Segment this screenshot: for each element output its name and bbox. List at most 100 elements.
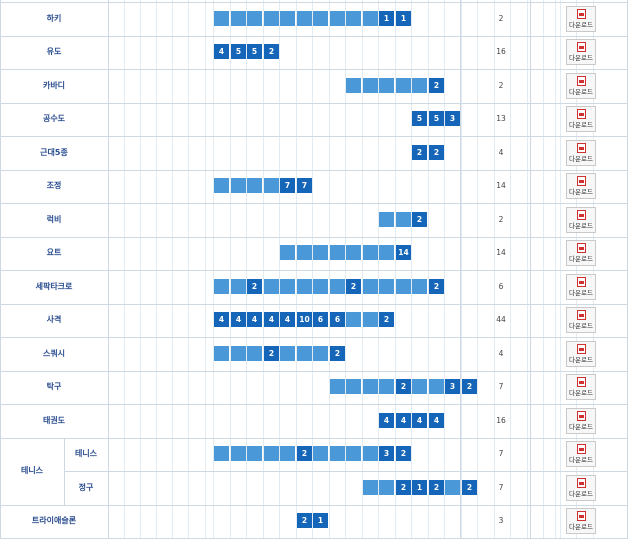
schedule-cell: 7: [297, 178, 312, 193]
schedule-cell: 2: [412, 145, 427, 160]
schedule-cell: [346, 11, 361, 26]
schedule-cell: 4: [379, 413, 394, 428]
schedule-cell: [330, 11, 345, 26]
download-pdf-button[interactable]: 다운로드: [566, 374, 596, 400]
schedule-cell: [214, 446, 229, 461]
pdf-icon: [577, 210, 586, 220]
download-pdf-button[interactable]: 다운로드: [566, 408, 596, 434]
schedule-cell: [363, 78, 378, 93]
grid-column-line: [395, 0, 396, 538]
pdf-icon: [577, 243, 586, 253]
schedule-cell: [346, 379, 361, 394]
grid-column-line: [246, 0, 247, 538]
schedule-cell: [330, 279, 345, 294]
download-label: 다운로드: [569, 389, 593, 397]
sport-label: 사격: [46, 315, 62, 325]
grid-column-line: [560, 0, 561, 538]
event-count: 4: [498, 148, 504, 157]
schedule-cell: 1: [313, 513, 328, 528]
pdf-icon: [577, 109, 586, 119]
download-label: 다운로드: [569, 423, 593, 431]
grid-column-line: [213, 0, 214, 538]
download-pdf-button[interactable]: 다운로드: [566, 207, 596, 233]
row-divider: [0, 304, 628, 305]
download-pdf-button[interactable]: 다운로드: [566, 106, 596, 132]
download-pdf-button[interactable]: 다운로드: [566, 307, 596, 333]
row-divider: [0, 69, 628, 70]
grid-column-line: [510, 0, 511, 538]
schedule-cell: [214, 346, 229, 361]
row-divider: [0, 404, 628, 405]
download-label: 다운로드: [569, 21, 593, 29]
download-pdf-button[interactable]: 다운로드: [566, 6, 596, 32]
schedule-cell: 2: [264, 346, 279, 361]
schedule-cell: 2: [462, 480, 477, 495]
row-divider: [0, 270, 628, 271]
sport-label: 요트: [46, 248, 62, 258]
event-count: 14: [496, 181, 506, 190]
schedule-cell: [363, 245, 378, 260]
grid-column-line: [444, 0, 445, 538]
event-count: 16: [496, 416, 506, 425]
download-pdf-button[interactable]: 다운로드: [566, 73, 596, 99]
pdf-icon: [577, 310, 586, 320]
schedule-cell: 2: [429, 78, 444, 93]
schedule-cell: 10: [297, 312, 312, 327]
schedule-cell: 4: [412, 413, 427, 428]
sport-label: 트라이애슬론: [31, 516, 77, 526]
schedule-cell: 2: [429, 279, 444, 294]
download-label: 다운로드: [569, 88, 593, 96]
schedule-cell: [379, 78, 394, 93]
schedule-cell: 4: [231, 312, 246, 327]
schedule-cell: [346, 446, 361, 461]
download-pdf-button[interactable]: 다운로드: [566, 240, 596, 266]
download-label: 다운로드: [569, 322, 593, 330]
grid-column-line: [345, 0, 346, 538]
grid-column-line: [230, 0, 231, 538]
schedule-cell: [313, 11, 328, 26]
event-count: 44: [496, 315, 506, 324]
schedule-cell: [297, 245, 312, 260]
sport-label: 카바디: [42, 80, 66, 90]
download-label: 다운로드: [569, 289, 593, 297]
row-divider: [64, 471, 628, 472]
schedule-cell: 2: [396, 446, 411, 461]
grid-column-line: [263, 0, 264, 538]
row-divider: [0, 36, 628, 37]
download-pdf-button[interactable]: 다운로드: [566, 173, 596, 199]
event-count: 2: [498, 14, 504, 23]
schedule-cell: [412, 279, 427, 294]
download-pdf-button[interactable]: 다운로드: [566, 341, 596, 367]
schedule-cell: [313, 245, 328, 260]
schedule-cell: [363, 312, 378, 327]
schedule-cell: [231, 11, 246, 26]
schedule-cell: 4: [264, 312, 279, 327]
schedule-cell: [214, 178, 229, 193]
schedule-cell: [280, 446, 295, 461]
event-count: 7: [498, 483, 504, 492]
sport-label: 럭비: [46, 214, 62, 224]
download-pdf-button[interactable]: 다운로드: [566, 475, 596, 501]
row-divider: [0, 103, 628, 104]
schedule-cell: [330, 245, 345, 260]
schedule-cell: 4: [247, 312, 262, 327]
schedule-cell: 2: [379, 312, 394, 327]
download-label: 다운로드: [569, 356, 593, 364]
schedule-cell: [412, 379, 427, 394]
grid-column-line: [555, 0, 556, 538]
download-pdf-button[interactable]: 다운로드: [566, 508, 596, 534]
pdf-icon: [577, 511, 586, 521]
download-pdf-button[interactable]: 다운로드: [566, 39, 596, 65]
grid-column-line: [205, 0, 206, 538]
schedule-cell: [247, 346, 262, 361]
download-pdf-button[interactable]: 다운로드: [566, 274, 596, 300]
download-label: 다운로드: [569, 490, 593, 498]
schedule-cell: 2: [429, 480, 444, 495]
schedule-cell: [231, 178, 246, 193]
sport-label: 조정: [46, 181, 62, 191]
download-pdf-button[interactable]: 다운로드: [566, 140, 596, 166]
event-count: 16: [496, 47, 506, 56]
download-pdf-button[interactable]: 다운로드: [566, 441, 596, 467]
pdf-icon: [577, 76, 586, 86]
grid-column-line: [378, 0, 379, 538]
